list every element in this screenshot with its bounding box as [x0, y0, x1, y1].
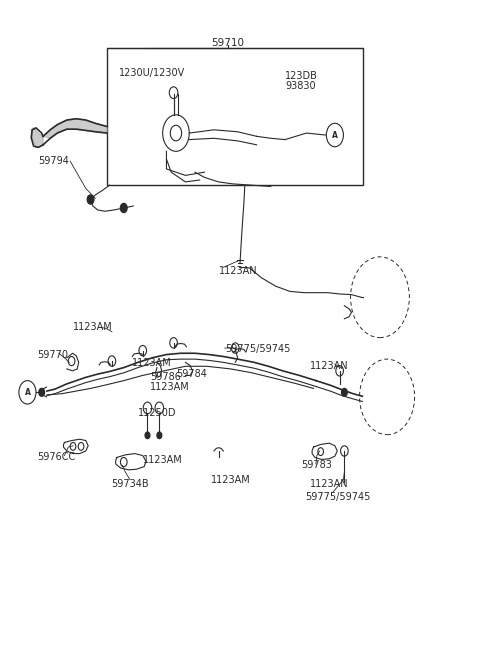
Text: 59775/59745: 59775/59745 — [225, 344, 290, 354]
Text: 1123AN: 1123AN — [310, 478, 349, 489]
Text: 59783: 59783 — [301, 461, 333, 470]
Text: 1123AM: 1123AM — [143, 455, 182, 465]
Circle shape — [87, 195, 94, 204]
Circle shape — [341, 445, 348, 456]
Circle shape — [155, 402, 164, 414]
Text: 1123AM: 1123AM — [73, 322, 113, 332]
Text: 59734B: 59734B — [111, 478, 149, 489]
Circle shape — [108, 356, 116, 367]
Text: 11250D: 11250D — [138, 408, 177, 419]
Text: A: A — [24, 388, 30, 397]
Text: 123DB: 123DB — [285, 71, 318, 81]
Text: 5976CC: 5976CC — [37, 453, 75, 463]
Text: 59710: 59710 — [212, 38, 245, 48]
Text: A: A — [332, 131, 338, 139]
Circle shape — [231, 343, 239, 353]
Circle shape — [336, 366, 343, 376]
Circle shape — [145, 432, 150, 439]
Text: 59775/59745: 59775/59745 — [305, 491, 371, 501]
Text: 1230U/1230V: 1230U/1230V — [119, 68, 185, 78]
Circle shape — [39, 388, 45, 396]
Text: 59770: 59770 — [37, 350, 68, 359]
Text: 1123AM: 1123AM — [150, 382, 190, 392]
Text: 1123AN: 1123AN — [219, 266, 257, 276]
Text: 59784: 59784 — [176, 369, 207, 379]
Bar — [107, 49, 363, 185]
Text: 1123AM: 1123AM — [211, 474, 251, 485]
Text: 1123AN: 1123AN — [310, 361, 349, 371]
Circle shape — [120, 204, 127, 213]
Text: 59794: 59794 — [38, 156, 69, 166]
Circle shape — [342, 388, 347, 396]
Text: 93830: 93830 — [285, 81, 316, 91]
Circle shape — [139, 346, 146, 356]
Circle shape — [143, 402, 152, 414]
Circle shape — [170, 338, 178, 348]
Text: 59786: 59786 — [150, 373, 181, 382]
Text: 1123AM: 1123AM — [132, 358, 171, 368]
Circle shape — [169, 87, 178, 99]
Circle shape — [157, 432, 162, 439]
Polygon shape — [31, 119, 107, 147]
